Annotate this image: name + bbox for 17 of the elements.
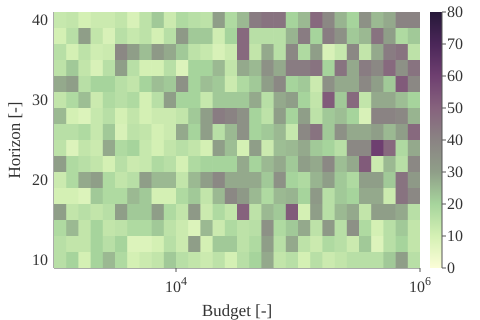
color-bar-label: 30 xyxy=(447,164,463,181)
color-bar-label: 40 xyxy=(447,132,463,149)
x-tick-label: 10$^{6}$ xyxy=(409,274,431,296)
x-tick-label: 10$^{4}$ xyxy=(165,274,187,296)
color-bar-label: 60 xyxy=(447,68,463,85)
y-tick-label: 10 xyxy=(32,252,48,269)
color-bar-label: 20 xyxy=(447,196,463,213)
y-axis-title: Horizon [-] xyxy=(5,102,24,178)
color-bar-label: 50 xyxy=(447,100,463,117)
y-tick-label: 20 xyxy=(32,172,48,189)
color-bar-label: 70 xyxy=(447,36,463,53)
y-tick-label: 30 xyxy=(32,92,48,109)
y-tick-label: 40 xyxy=(32,12,48,29)
color-bar-label: 80 xyxy=(447,4,463,21)
color-bar-label: 10 xyxy=(447,228,463,245)
color-bar-label: 0 xyxy=(447,260,455,277)
x-axis-title: Budget [-] xyxy=(202,301,272,320)
